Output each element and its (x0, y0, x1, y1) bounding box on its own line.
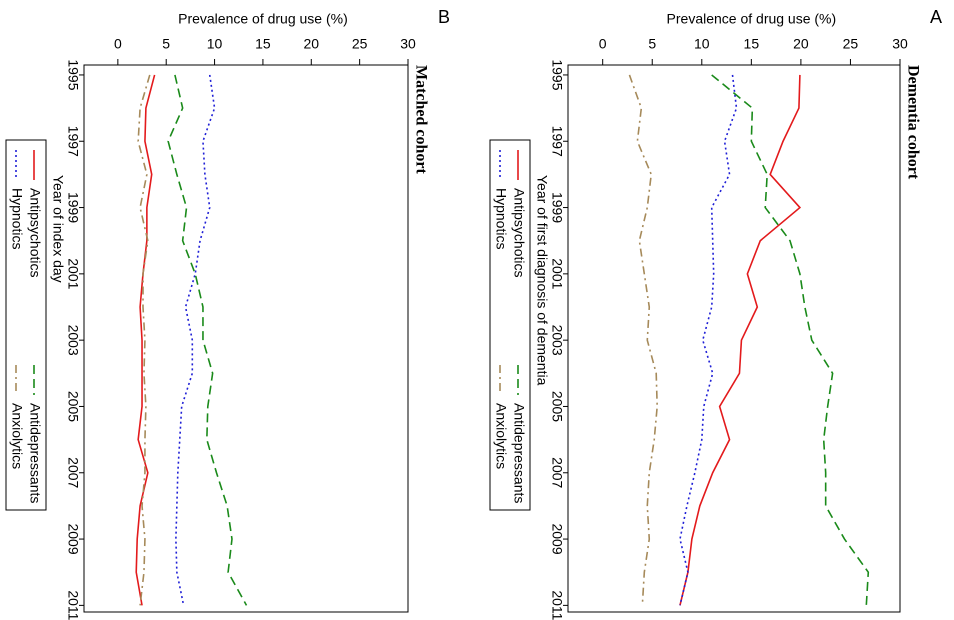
panel-letter: A (930, 7, 942, 27)
x-tick-label: 1997 (65, 126, 81, 157)
x-tick-label: 2009 (65, 523, 81, 554)
x-axis-title: Year of first diagnosis of dementia (534, 175, 550, 386)
x-tick-label: 1999 (65, 192, 81, 223)
series-line (137, 74, 151, 606)
legend-label: Antidepressants (27, 403, 43, 503)
y-tick-label: 10 (694, 36, 710, 52)
x-tick-label: 2001 (65, 258, 81, 289)
series-line (175, 74, 216, 606)
y-tick-label: 15 (744, 36, 760, 52)
x-tick-label: 1999 (549, 192, 565, 223)
x-tick-label: 2003 (549, 325, 565, 356)
series-line (679, 74, 738, 606)
x-tick-label: 2003 (65, 325, 81, 356)
x-tick-label: 2005 (65, 391, 81, 422)
x-tick-label: 2007 (65, 457, 81, 488)
x-tick-label: 2011 (549, 590, 565, 620)
legend-box (489, 139, 531, 511)
panel-letter: B (438, 7, 450, 27)
legend-label: Hypnotics (9, 188, 25, 249)
y-axis-title: Prevalence of drug use (%) (667, 11, 837, 27)
panel: A Dementia cohort 0 5 10 15 20 25 30 Prevalence o… (489, 7, 942, 620)
x-tick-label: 1997 (549, 126, 565, 157)
y-axis-title: Prevalence of drug use (%) (178, 11, 348, 27)
legend-label: Hypnotics (493, 188, 509, 249)
legend-label: Anxiolytics (493, 403, 509, 469)
y-tick-label: 25 (843, 36, 859, 52)
x-tick-label: 1995 (65, 59, 81, 90)
panel-title: Matched cohort (412, 65, 429, 175)
legend-label: Antipsychotics (27, 188, 43, 277)
x-tick-label: 2005 (549, 391, 565, 422)
y-tick-label: 25 (352, 36, 368, 52)
y-tick-label: 30 (400, 36, 416, 52)
panel: B Matched cohort 0 5 10 15 20 25 30 Prevalence of… (5, 7, 450, 620)
x-tick-label: 2011 (65, 590, 81, 620)
rotated-figure: A Dementia cohort 0 5 10 15 20 25 30 Prevalence o… (5, 7, 942, 620)
y-tick-label: 10 (207, 36, 223, 52)
series-line (628, 74, 658, 606)
y-tick-label: 30 (892, 36, 908, 52)
y-tick-label: 0 (599, 36, 607, 52)
y-tick-label: 20 (793, 36, 809, 52)
y-tick-label: 20 (303, 36, 319, 52)
y-tick-label: 15 (255, 36, 271, 52)
x-tick-label: 2009 (549, 523, 565, 554)
legend-box (5, 139, 47, 511)
panel-title: Dementia cohort (904, 65, 921, 180)
series-line (167, 74, 248, 606)
series-line (135, 74, 156, 606)
legend-label: Antidepressants (511, 403, 527, 503)
plot-frame (83, 64, 409, 613)
series-line (711, 74, 870, 606)
x-axis-title: Year of index day (50, 175, 66, 283)
y-tick-label: 0 (114, 36, 122, 52)
y-tick-label: 5 (648, 36, 656, 52)
legend-label: Antipsychotics (511, 188, 527, 277)
x-tick-label: 2007 (549, 457, 565, 488)
series-line (679, 74, 802, 606)
x-tick-label: 2001 (549, 258, 565, 289)
legend-label: Anxiolytics (9, 403, 25, 469)
y-tick-label: 5 (162, 36, 170, 52)
plot-frame (567, 64, 901, 613)
x-tick-label: 1995 (549, 59, 565, 90)
